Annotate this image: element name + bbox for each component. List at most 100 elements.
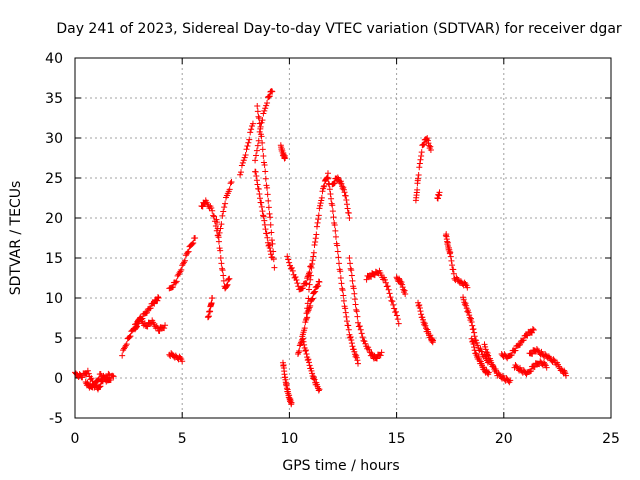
data-point bbox=[303, 280, 310, 287]
data-point bbox=[294, 351, 301, 357]
data-point bbox=[331, 221, 338, 228]
data-point bbox=[258, 199, 265, 206]
data-point bbox=[245, 139, 252, 146]
data-point bbox=[127, 333, 134, 340]
data-point bbox=[209, 207, 216, 214]
data-point bbox=[427, 143, 434, 150]
data-point bbox=[304, 305, 311, 312]
data-point bbox=[220, 208, 227, 215]
data-point bbox=[391, 305, 398, 312]
y-tick-label: -5 bbox=[49, 411, 63, 427]
series-arc-30 bbox=[468, 335, 492, 378]
y-tick-label: 35 bbox=[45, 91, 63, 107]
data-point bbox=[353, 354, 360, 361]
data-point bbox=[179, 358, 186, 365]
data-point bbox=[306, 286, 313, 293]
data-point bbox=[314, 219, 321, 226]
data-point bbox=[316, 386, 323, 393]
data-point bbox=[308, 264, 315, 271]
data-point bbox=[483, 351, 490, 358]
data-point bbox=[264, 191, 271, 198]
data-point bbox=[261, 107, 268, 114]
data-point bbox=[318, 197, 325, 204]
data-point bbox=[387, 294, 394, 301]
data-point bbox=[339, 183, 346, 190]
data-point bbox=[351, 296, 358, 303]
data-point bbox=[336, 260, 343, 267]
data-point bbox=[389, 298, 396, 305]
data-point bbox=[258, 133, 265, 140]
data-point bbox=[305, 356, 312, 363]
data-point bbox=[399, 284, 406, 291]
data-point bbox=[461, 301, 468, 308]
data-point bbox=[255, 137, 262, 144]
data-point bbox=[477, 345, 484, 352]
data-point bbox=[269, 240, 276, 247]
data-point bbox=[469, 337, 476, 344]
data-point bbox=[303, 310, 310, 317]
data-point bbox=[285, 256, 292, 263]
series-arc-05 bbox=[166, 350, 186, 365]
data-point bbox=[508, 352, 515, 359]
data-point bbox=[181, 257, 188, 264]
data-point bbox=[473, 339, 480, 346]
data-point bbox=[341, 189, 348, 196]
data-point bbox=[215, 232, 222, 239]
data-point bbox=[256, 191, 263, 197]
data-point bbox=[420, 319, 427, 326]
x-tick-labels: 0 5 10 15 20 25 bbox=[71, 431, 620, 447]
data-point bbox=[218, 221, 225, 228]
data-point bbox=[415, 172, 422, 179]
data-point bbox=[425, 140, 432, 147]
data-point bbox=[259, 117, 266, 124]
series-arc-20 bbox=[324, 175, 362, 367]
data-point bbox=[238, 162, 245, 169]
data-point bbox=[315, 282, 322, 289]
data-point bbox=[254, 108, 261, 115]
axis-ticks bbox=[74, 57, 612, 419]
data-point bbox=[264, 100, 271, 107]
series-arc-21 bbox=[329, 174, 353, 221]
data-point bbox=[192, 235, 199, 241]
data-point bbox=[354, 313, 361, 320]
data-point bbox=[338, 180, 345, 187]
data-point bbox=[173, 278, 180, 285]
data-point bbox=[310, 375, 317, 382]
data-point bbox=[340, 292, 347, 299]
data-point bbox=[301, 341, 308, 348]
data-point bbox=[449, 262, 456, 269]
data-point bbox=[430, 337, 437, 344]
data-point bbox=[529, 325, 536, 332]
data-point bbox=[313, 223, 320, 230]
data-point bbox=[88, 375, 95, 382]
data-point bbox=[346, 255, 353, 261]
data-point bbox=[253, 177, 260, 184]
data-point bbox=[156, 328, 163, 335]
data-point bbox=[468, 319, 475, 325]
series-arc-13 bbox=[252, 168, 276, 261]
data-point bbox=[462, 300, 469, 307]
data-point bbox=[471, 329, 478, 336]
data-point bbox=[531, 364, 538, 371]
data-point bbox=[392, 308, 399, 315]
data-point bbox=[310, 289, 317, 296]
data-point bbox=[368, 349, 375, 356]
data-point bbox=[447, 249, 454, 256]
data-point bbox=[419, 314, 426, 321]
data-point bbox=[261, 221, 268, 228]
data-point bbox=[269, 88, 276, 95]
data-point bbox=[288, 399, 295, 406]
data-point bbox=[419, 316, 426, 323]
data-point bbox=[507, 377, 514, 384]
series-arc-02 bbox=[82, 370, 113, 393]
data-point bbox=[396, 275, 403, 282]
data-point bbox=[330, 214, 337, 221]
data-point bbox=[243, 146, 250, 153]
data-point bbox=[264, 184, 271, 191]
series-arc-23 bbox=[363, 267, 402, 327]
data-point bbox=[398, 279, 405, 286]
data-point bbox=[92, 380, 99, 387]
data-point bbox=[299, 285, 306, 292]
data-point bbox=[347, 265, 354, 272]
data-point bbox=[342, 305, 349, 312]
